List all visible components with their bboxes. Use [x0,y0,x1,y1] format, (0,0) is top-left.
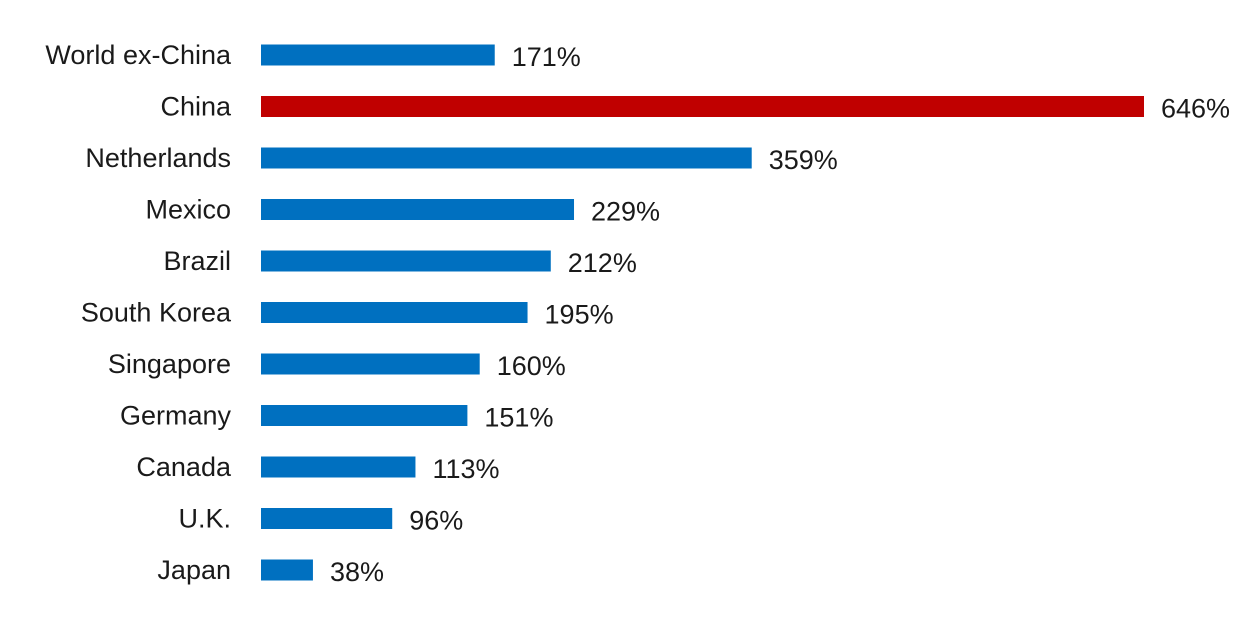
category-label: Singapore [108,349,231,379]
bar [261,199,575,220]
category-label: South Korea [81,298,232,328]
value-label: 151% [484,403,553,433]
bars [261,44,1144,581]
bar [261,250,551,272]
value-label: 195% [545,300,614,330]
category-label: China [160,92,232,122]
bar [261,96,1144,117]
bar [261,147,752,169]
value-labels: 171% 646% 359% 229% 212% 195% 160% 151% 113% 96% 3… [330,42,1230,587]
value-label: 359% [769,145,838,175]
category-label: U.K. [178,504,231,534]
value-label: 113% [432,454,499,484]
bar [261,302,528,323]
category-label: Germany [120,401,232,431]
value-label: 160% [497,351,566,381]
category-labels: World ex-China China Netherlands Mexico Braz… [45,40,232,585]
value-label: 96% [409,506,463,536]
bar [261,405,468,426]
category-label: Netherlands [85,143,231,173]
value-label: 38% [330,557,384,587]
category-label: Canada [136,452,232,482]
category-label: Japan [157,555,231,585]
bar [261,559,313,581]
value-label: 646% [1161,94,1230,124]
bar [261,44,495,66]
category-label: World ex-China [45,40,232,70]
value-label: 229% [591,197,660,227]
bar [261,353,480,375]
value-label: 171% [512,42,581,72]
category-label: Brazil [163,246,231,276]
bar [261,508,393,529]
value-label: 212% [568,248,637,278]
bar [261,456,416,478]
category-label: Mexico [145,195,231,225]
